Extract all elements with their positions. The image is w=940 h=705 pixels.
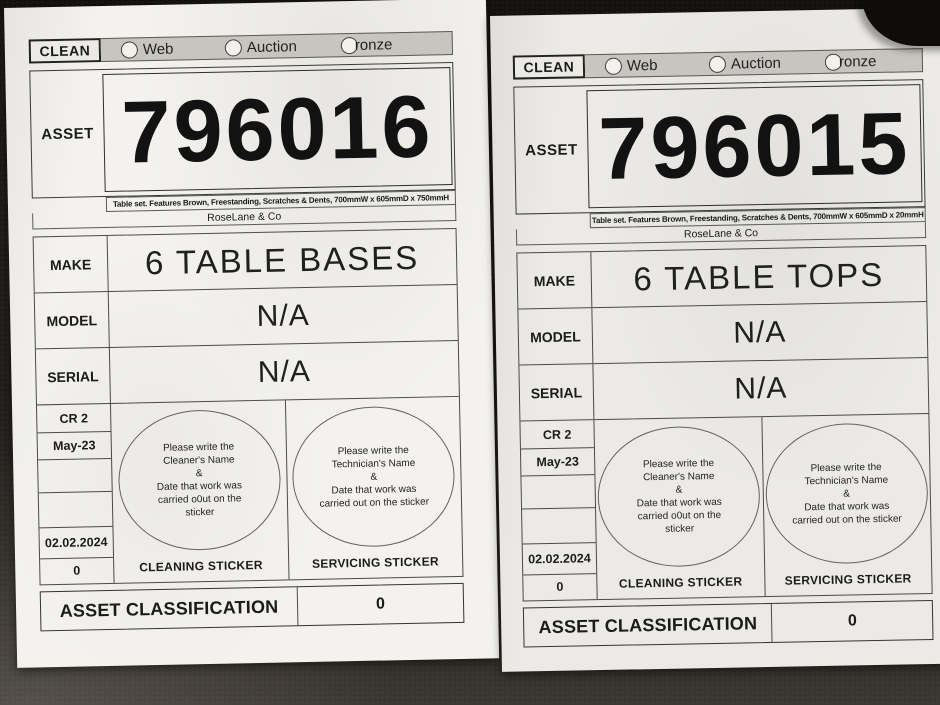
asset-label: ASSET (41, 124, 94, 143)
classification-label: ASSET CLASSIFICATION (523, 603, 773, 647)
servicing-sticker-caption: SERVICING STICKER (311, 554, 440, 571)
sheet-content: CLEAN Web Auction ronze ASSET 796016 (28, 31, 465, 632)
make-value: 6 TABLE BASES (144, 238, 420, 281)
radio-label: ronze (838, 52, 877, 71)
side-cell-zero: 0 (556, 580, 564, 595)
servicing-sticker-cell: Please write the Technician's Name & Dat… (285, 397, 462, 579)
asset-number-section: ASSET 796016 (29, 61, 456, 199)
asset-label: ASSET (525, 140, 578, 159)
make-label: MAKE (517, 252, 593, 309)
clean-cell: CLEAN (512, 54, 586, 80)
table-row-make: MAKE 6 TABLE BASES (33, 228, 457, 294)
company-name: RoseLane & Co (32, 204, 457, 230)
side-cell-date: 02.02.2024 (522, 543, 597, 576)
model-value: N/A (256, 298, 311, 333)
asset-number: 796015 (597, 93, 912, 199)
cleaning-sticker-instructions: Please write the Cleaner's Name & Date t… (636, 457, 722, 535)
radio-option-auction: Auction (224, 37, 341, 57)
radio-option-web: Web (604, 55, 709, 75)
radio-option-bronze: ronze (340, 35, 452, 54)
clean-cell: CLEAN (28, 38, 102, 64)
side-cell-cr: CR 2 (36, 403, 111, 434)
radio-label: ronze (354, 35, 393, 54)
side-cell-zero: 0 (73, 564, 81, 579)
side-cell-month: May-23 (37, 432, 112, 461)
servicing-sticker-instructions: Please write the Technician's Name & Dat… (792, 461, 902, 527)
servicing-sticker-caption: SERVICING STICKER (784, 571, 912, 588)
model-label: MODEL (34, 291, 110, 349)
asset-number-section: ASSET 796015 (513, 79, 926, 215)
servicing-sticker-cell: Please write the Technician's Name & Dat… (762, 414, 932, 596)
side-info-column: CR 2 May-23 02.02.2024 0 (36, 403, 115, 585)
cleaning-sticker-circle: Please write the Cleaner's Name & Date t… (596, 425, 762, 569)
radio-option-bronze: ronze (824, 52, 922, 71)
asset-number: 796016 (120, 76, 435, 182)
sticker-block: CR 2 May-23 02.02.2024 0 Please write th… (519, 414, 933, 602)
side-cell-month: May-23 (520, 448, 595, 477)
side-cell-date: 02.02.2024 (39, 526, 114, 560)
cleaning-sticker-caption: CLEANING STICKER (618, 574, 743, 591)
asset-number-box: 796015 (586, 84, 923, 209)
radio-label: Web (142, 40, 174, 58)
channel-header-row: CLEAN Web Auction ronze (512, 48, 924, 80)
serial-value: N/A (257, 354, 312, 389)
table-row-model: MODEL N/A (34, 284, 458, 350)
classification-value: 0 (847, 612, 857, 630)
make-value: 6 TABLE TOPS (633, 255, 885, 297)
table-row-serial: SERIAL N/A (35, 341, 459, 405)
asset-classification-row: ASSET CLASSIFICATION 0 (522, 599, 934, 648)
servicing-sticker-circle: Please write the Technician's Name & Dat… (764, 422, 929, 566)
radio-circle-icon (120, 40, 139, 59)
side-cell-empty (521, 475, 596, 510)
radio-label: Web (626, 56, 658, 74)
side-cell-cr: CR 2 (520, 420, 594, 450)
cleaning-sticker-cell: Please write the Cleaner's Name & Date t… (110, 400, 290, 583)
table-row-model: MODEL N/A (518, 302, 928, 366)
spec-table: MAKE 6 TABLE BASES MODEL N/A SERIAL N/A (32, 227, 460, 406)
serial-label: SERIAL (519, 364, 595, 421)
serial-label: SERIAL (35, 347, 111, 405)
serial-value: N/A (734, 371, 788, 406)
radio-label: Auction (246, 37, 298, 56)
cleaning-sticker-caption: CLEANING STICKER (139, 557, 263, 575)
channel-options-strip: Web Auction ronze (584, 48, 924, 79)
asset-classification-row: ASSET CLASSIFICATION 0 (39, 582, 465, 632)
table-row-make: MAKE 6 TABLE TOPS (517, 246, 927, 310)
channel-options-strip: Web Auction ronze (100, 31, 454, 63)
channel-header-row: CLEAN Web Auction ronze (28, 31, 454, 64)
radio-option-auction: Auction (708, 53, 825, 73)
company-name: RoseLane & Co (515, 222, 927, 246)
make-label: MAKE (33, 235, 109, 293)
radio-circle-icon (604, 57, 623, 75)
asset-number-box: 796016 (102, 67, 453, 193)
radio-circle-icon (708, 55, 727, 73)
sticker-block: CR 2 May-23 02.02.2024 0 Please write th… (35, 396, 464, 586)
sheet-content: CLEAN Web Auction ronze ASSET 796015 (512, 48, 934, 648)
side-cell-empty (38, 459, 112, 494)
side-info-column: CR 2 May-23 02.02.2024 0 (520, 420, 598, 601)
classification-value: 0 (375, 595, 386, 613)
radio-option-web: Web (120, 39, 225, 59)
servicing-sticker-instructions: Please write the Technician's Name & Dat… (319, 444, 430, 510)
side-cell-empty (38, 491, 113, 529)
radio-label: Auction (730, 54, 782, 73)
classification-label: ASSET CLASSIFICATION (40, 587, 299, 631)
table-row-serial: SERIAL N/A (519, 358, 928, 421)
model-label: MODEL (518, 308, 594, 365)
servicing-sticker-circle: Please write the Technician's Name & Dat… (291, 405, 457, 549)
asset-tag-sheet-left: CLEAN Web Auction ronze ASSET 796016 (4, 0, 500, 668)
radio-circle-icon (224, 38, 243, 57)
side-cell-empty (522, 508, 596, 545)
asset-tag-sheet-right: CLEAN Web Auction ronze ASSET 796015 (490, 7, 940, 672)
cleaning-sticker-circle: Please write the Cleaner's Name & Date t… (116, 408, 282, 552)
cleaning-sticker-cell: Please write the Cleaner's Name & Date t… (594, 417, 766, 600)
spec-table: MAKE 6 TABLE TOPS MODEL N/A SERIAL N/A (516, 245, 930, 422)
model-value: N/A (733, 315, 787, 350)
cleaning-sticker-instructions: Please write the Cleaner's Name & Date t… (156, 441, 243, 519)
